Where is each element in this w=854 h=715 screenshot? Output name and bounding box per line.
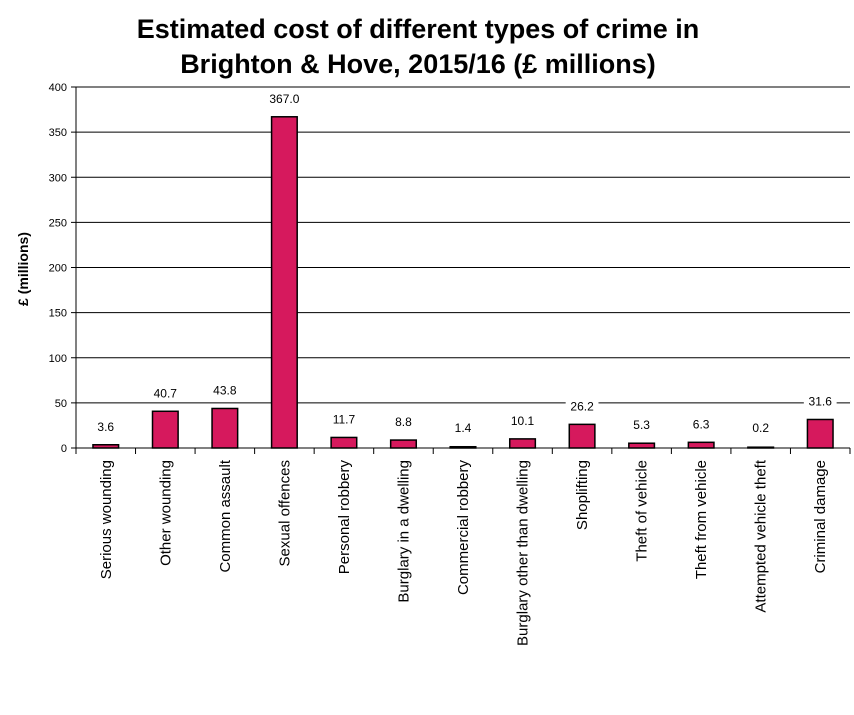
y-tick-label: 0 xyxy=(61,443,67,455)
data-label-background xyxy=(208,383,242,399)
data-label: 43.8 xyxy=(213,383,237,397)
data-label-background xyxy=(747,421,774,436)
x-tick-label: Theft from vehicle xyxy=(693,460,710,579)
data-labels: 3.6 40.7 43.8 367.0 11.7 8.8 1.4 10.1 26.2 5.3 6.3… xyxy=(92,91,837,436)
data-label: 3.6 xyxy=(97,420,114,434)
y-tick-label: 400 xyxy=(49,82,67,94)
x-tick-label: Attempted vehicle theft xyxy=(753,459,770,612)
data-label: 11.7 xyxy=(333,412,356,426)
x-tick-label: Personal robbery xyxy=(336,460,353,575)
data-label-background xyxy=(628,418,655,434)
data-label: 26.2 xyxy=(570,399,594,413)
bar xyxy=(687,441,715,449)
x-tick-label: Commercial robbery xyxy=(455,460,472,596)
axes xyxy=(75,87,851,454)
bars xyxy=(92,116,834,449)
data-label: 8.8 xyxy=(395,415,412,429)
y-tick-label: 50 xyxy=(55,398,67,410)
y-tick-label: 300 xyxy=(49,172,67,184)
y-axis-ticks: 0 50 100 150 200 250 300 350 400 xyxy=(49,82,76,455)
x-tick-label: Sexual offences xyxy=(276,460,293,566)
data-label: 5.3 xyxy=(633,418,650,432)
bar xyxy=(151,410,179,449)
x-tick-label: Theft of vehicle xyxy=(634,460,651,562)
bar xyxy=(806,418,834,449)
bar xyxy=(389,439,418,449)
chart-title-line-2: Brighton & Hove, 2015/16 (£ millions) xyxy=(180,49,656,79)
data-label-background xyxy=(688,417,715,433)
gridlines xyxy=(76,86,850,404)
y-tick-label: 100 xyxy=(49,353,67,365)
x-tick-label: Criminal damage xyxy=(812,460,829,573)
data-label: 0.2 xyxy=(752,421,769,435)
y-tick-label: 350 xyxy=(49,127,67,139)
bar xyxy=(628,442,656,449)
data-label: 1.4 xyxy=(455,421,472,435)
y-tick-label: 150 xyxy=(49,308,67,320)
x-tick-label: Shoplifting xyxy=(574,460,591,530)
bar xyxy=(330,436,358,449)
data-label-background xyxy=(565,399,599,415)
data-label-background xyxy=(148,386,182,402)
chart-title-line-1: Estimated cost of different types of cri… xyxy=(137,14,700,44)
data-label-background xyxy=(803,394,837,410)
bar xyxy=(568,423,596,449)
data-label-background xyxy=(449,421,477,436)
x-tick-label: Other wounding xyxy=(157,460,174,566)
bar xyxy=(270,116,298,449)
data-label: 10.1 xyxy=(511,414,535,428)
x-tick-label: Common assault xyxy=(217,459,234,572)
data-label: 40.7 xyxy=(154,386,178,400)
data-label-background xyxy=(506,413,539,429)
x-tick-label: Burglary in a dwelling xyxy=(395,460,412,603)
bar xyxy=(211,407,239,449)
bar xyxy=(508,438,537,449)
y-tick-label: 250 xyxy=(49,217,67,229)
data-label-background xyxy=(92,419,119,435)
x-tick-label: Serious wounding xyxy=(98,460,115,579)
data-label: 367.0 xyxy=(269,92,299,106)
data-label-background xyxy=(390,415,417,431)
y-axis-label: £ (millions) xyxy=(15,232,31,306)
data-label: 6.3 xyxy=(693,417,710,431)
data-label-background xyxy=(264,91,305,107)
y-tick-label: 200 xyxy=(49,263,67,275)
x-tick-label: Burglary other than dwelling xyxy=(515,460,532,646)
data-label: 31.6 xyxy=(809,394,833,408)
data-label-background xyxy=(327,412,361,428)
x-axis-ticks: Serious wounding Other wounding Common ass… xyxy=(98,459,829,646)
